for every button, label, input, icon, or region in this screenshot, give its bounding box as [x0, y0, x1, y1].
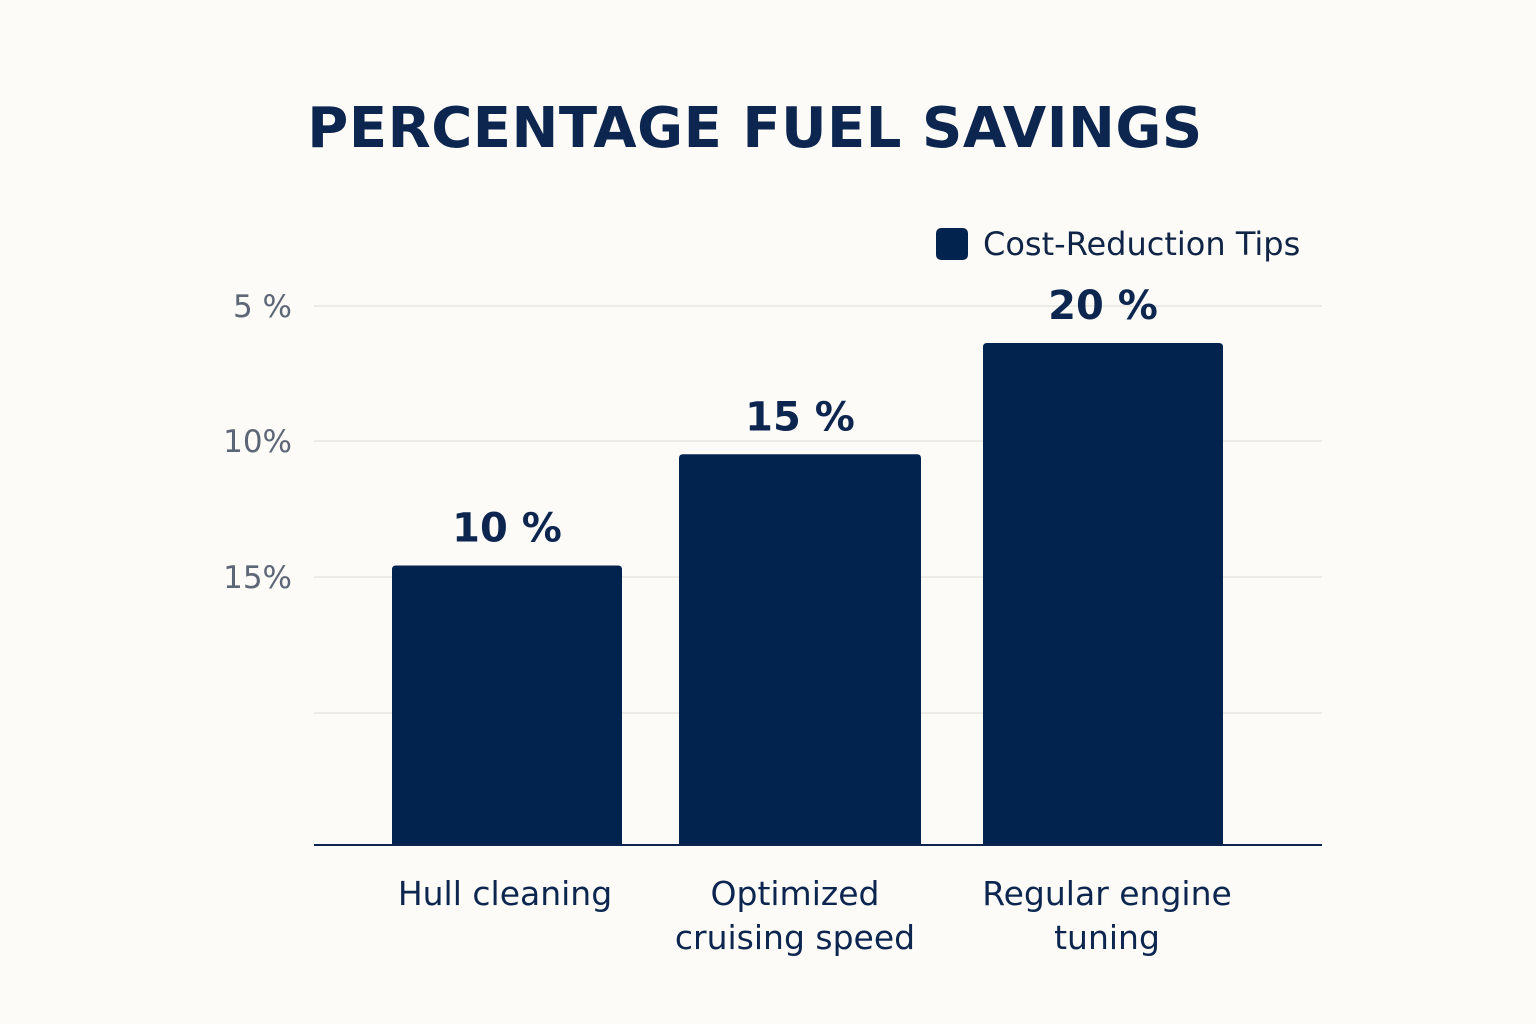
y-tick-label-1: 10% — [223, 424, 292, 460]
y-tick-label-0: 5 % — [233, 289, 292, 325]
x-tick-label-1-line-0: Optimized — [711, 874, 880, 913]
x-axis-ticks: Hull cleaning Optimized cruising speed Regu… — [398, 874, 1232, 957]
bar-0 — [392, 565, 622, 845]
legend-swatch — [936, 228, 968, 260]
x-tick-label-0-line-0: Hull cleaning — [398, 874, 612, 913]
bars — [392, 343, 1223, 845]
y-axis-ticks: 5 % 10% 15% — [223, 289, 292, 596]
x-tick-label-1-line-1: cruising speed — [675, 918, 915, 957]
value-label-1: 15 % — [745, 394, 855, 440]
value-label-2: 20 % — [1048, 283, 1158, 329]
chart-title: PERCENTAGE FUEL SAVINGS — [307, 96, 1203, 161]
bar-2 — [983, 343, 1223, 845]
y-tick-label-2: 15% — [223, 560, 292, 596]
bar-1 — [679, 454, 921, 845]
x-tick-label-2: Regular engine tuning — [982, 874, 1232, 957]
x-tick-label-1: Optimized cruising speed — [675, 874, 915, 957]
x-tick-label-2-line-0: Regular engine — [982, 874, 1232, 913]
x-tick-label-0: Hull cleaning — [398, 874, 612, 913]
value-labels: 10 % 15 % 20 % — [452, 283, 1158, 552]
legend: Cost-Reduction Tips — [936, 222, 1300, 266]
legend-label: Cost-Reduction Tips — [983, 225, 1301, 263]
x-tick-label-2-line-1: tuning — [1054, 918, 1160, 957]
value-label-0: 10 % — [452, 506, 562, 552]
